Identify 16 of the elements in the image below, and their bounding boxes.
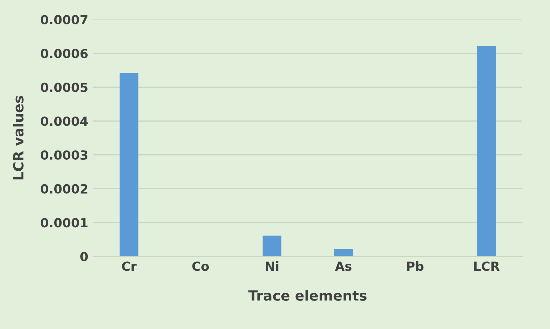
- y-tick-label: 0.0004: [41, 116, 88, 126]
- y-tick-label: 0.0002: [41, 184, 88, 194]
- x-tick-label: LCR: [474, 262, 500, 272]
- x-axis-title: Trace elements: [248, 290, 367, 301]
- x-tick-label: Cr: [122, 262, 137, 272]
- y-tick-label: 0.0005: [41, 82, 88, 92]
- x-tick-label: Co: [192, 262, 210, 272]
- y-tick-label: 0.0003: [41, 150, 88, 160]
- y-tick-label: 0: [80, 252, 88, 262]
- y-tick-label: 0.0007: [41, 15, 88, 25]
- y-axis-title: LCR values: [13, 96, 24, 180]
- y-tick-label: 0.0001: [41, 218, 88, 228]
- x-tick-label: Ni: [266, 261, 279, 271]
- x-tick-label: As: [335, 262, 352, 272]
- y-tick-label: 0.0006: [41, 49, 88, 59]
- x-tick-label: Pb: [407, 261, 424, 272]
